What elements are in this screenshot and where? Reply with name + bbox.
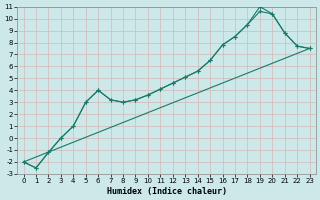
X-axis label: Humidex (Indice chaleur): Humidex (Indice chaleur): [107, 187, 227, 196]
